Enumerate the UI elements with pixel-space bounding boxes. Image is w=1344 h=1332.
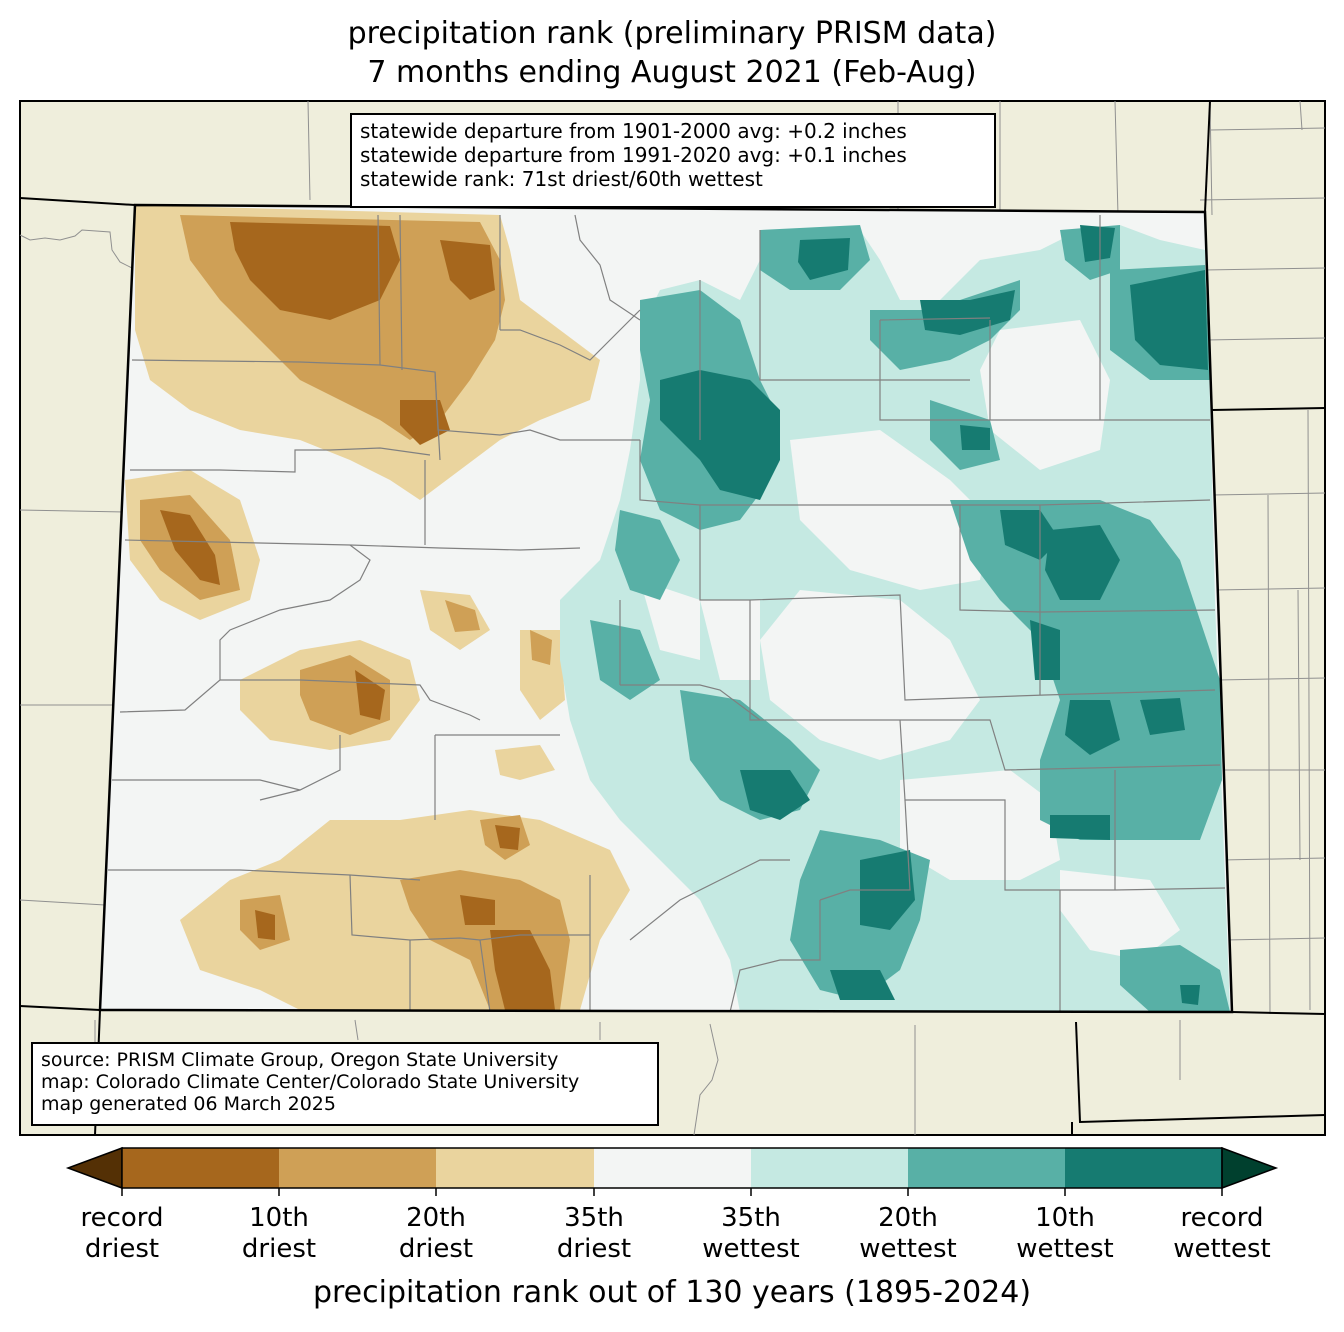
colorbar-label-20th-wettest: 20th wettest bbox=[859, 1203, 957, 1264]
source-line: source: PRISM Climate Group, Oregon Stat… bbox=[41, 1049, 559, 1071]
colorbar-bin-record-10th-driest bbox=[122, 1148, 279, 1188]
map-title-line2: 7 months ending August 2021 (Feb-Aug) bbox=[367, 55, 977, 90]
precip-rank-shading bbox=[125, 205, 1230, 1012]
colorbar-bin-10th-record-wettest bbox=[1065, 1148, 1222, 1188]
colorbar-bin-35th-20th-wettest bbox=[751, 1148, 908, 1188]
colorbar-label-10th-wettest: 10th wettest bbox=[1016, 1203, 1114, 1264]
source-credit-box: source: PRISM Climate Group, Oregon Stat… bbox=[31, 1042, 659, 1126]
colorbar-bin-20th-10th-wettest bbox=[908, 1148, 1065, 1188]
colorbar-label-10th-driest: 10th driest bbox=[241, 1203, 317, 1264]
colorbar-extend-wet bbox=[1221, 1146, 1279, 1190]
map-generated-line: map generated 06 March 2025 bbox=[41, 1093, 336, 1115]
stats-departure-1901-2000: statewide departure from 1901-2000 avg: … bbox=[360, 119, 907, 143]
colorbar-label-record-wettest: record wettest bbox=[1173, 1203, 1271, 1264]
stats-statewide-rank: statewide rank: 71st driest/60th wettest bbox=[360, 167, 763, 191]
colorbar bbox=[65, 1146, 1279, 1196]
colorbar-bin-normal bbox=[594, 1148, 751, 1188]
neighbor-state-lines bbox=[1071, 407, 1326, 1135]
stats-departure-1991-2020: statewide departure from 1991-2020 avg: … bbox=[360, 143, 907, 167]
statewide-stats-box: statewide departure from 1901-2000 avg: … bbox=[350, 113, 996, 208]
map-title-line1: precipitation rank (preliminary PRISM da… bbox=[347, 16, 997, 51]
colorbar-label-20th-driest: 20th driest bbox=[398, 1203, 474, 1264]
colorbar-extend-dry bbox=[65, 1146, 123, 1190]
colorbar-label-35th-driest: 35th driest bbox=[556, 1203, 632, 1264]
colorbar-outline bbox=[121, 1147, 1223, 1189]
county-lines bbox=[108, 214, 1226, 1012]
map-credit-line: map: Colorado Climate Center/Colorado St… bbox=[41, 1071, 580, 1093]
colorbar-title: precipitation rank out of 130 years (189… bbox=[312, 1275, 1032, 1310]
colorbar-bin-10th-20th-driest bbox=[279, 1148, 436, 1188]
colorbar-bin-20th-35th-driest bbox=[436, 1148, 594, 1188]
colorbar-label-35th-wettest: 35th wettest bbox=[702, 1203, 800, 1264]
colorbar-ticks bbox=[121, 1188, 1223, 1196]
colorbar-label-record-driest: record driest bbox=[80, 1203, 164, 1264]
